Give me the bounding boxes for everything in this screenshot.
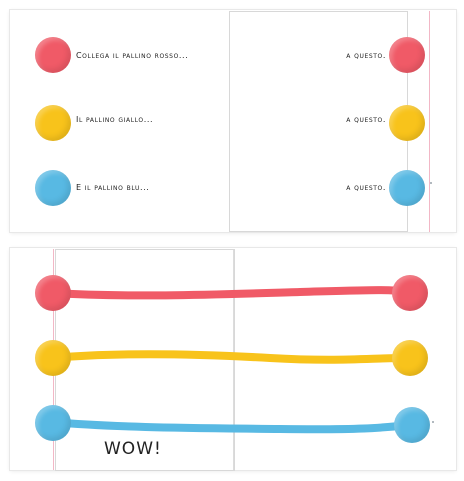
book-spread-top bbox=[10, 10, 456, 232]
instruction-red: Collega il pallino rosso... bbox=[76, 51, 189, 60]
yellow-dot-right-connected[interactable] bbox=[392, 340, 428, 376]
red-connecting-line bbox=[48, 286, 412, 300]
red-dot-right[interactable] bbox=[389, 37, 425, 73]
target-label-yellow: a questo. bbox=[346, 115, 386, 124]
instruction-yellow: Il pallino giallo... bbox=[76, 115, 154, 124]
red-dot-right-connected[interactable] bbox=[392, 275, 428, 311]
pink-margin-line-top bbox=[429, 11, 430, 232]
blue-dot-left-connected[interactable] bbox=[35, 405, 71, 441]
target-label-blue: a questo. bbox=[346, 183, 386, 192]
yellow-dot-right[interactable] bbox=[389, 105, 425, 141]
red-dot-left-connected[interactable] bbox=[35, 275, 71, 311]
blue-dot-left[interactable] bbox=[35, 170, 71, 206]
blue-connecting-line bbox=[48, 418, 414, 434]
yellow-connecting-line bbox=[48, 350, 412, 364]
red-dot-left[interactable] bbox=[35, 37, 71, 73]
paint-speck bbox=[430, 182, 432, 184]
blue-dot-right-connected[interactable] bbox=[394, 407, 430, 443]
paint-speck bbox=[432, 421, 434, 423]
yellow-dot-left[interactable] bbox=[35, 105, 71, 141]
wow-exclamation: WOW! bbox=[104, 439, 162, 459]
instruction-blue: E il pallino blu... bbox=[76, 183, 150, 192]
target-label-red: a questo. bbox=[346, 51, 386, 60]
yellow-dot-left-connected[interactable] bbox=[35, 340, 71, 376]
blue-dot-right[interactable] bbox=[389, 170, 425, 206]
